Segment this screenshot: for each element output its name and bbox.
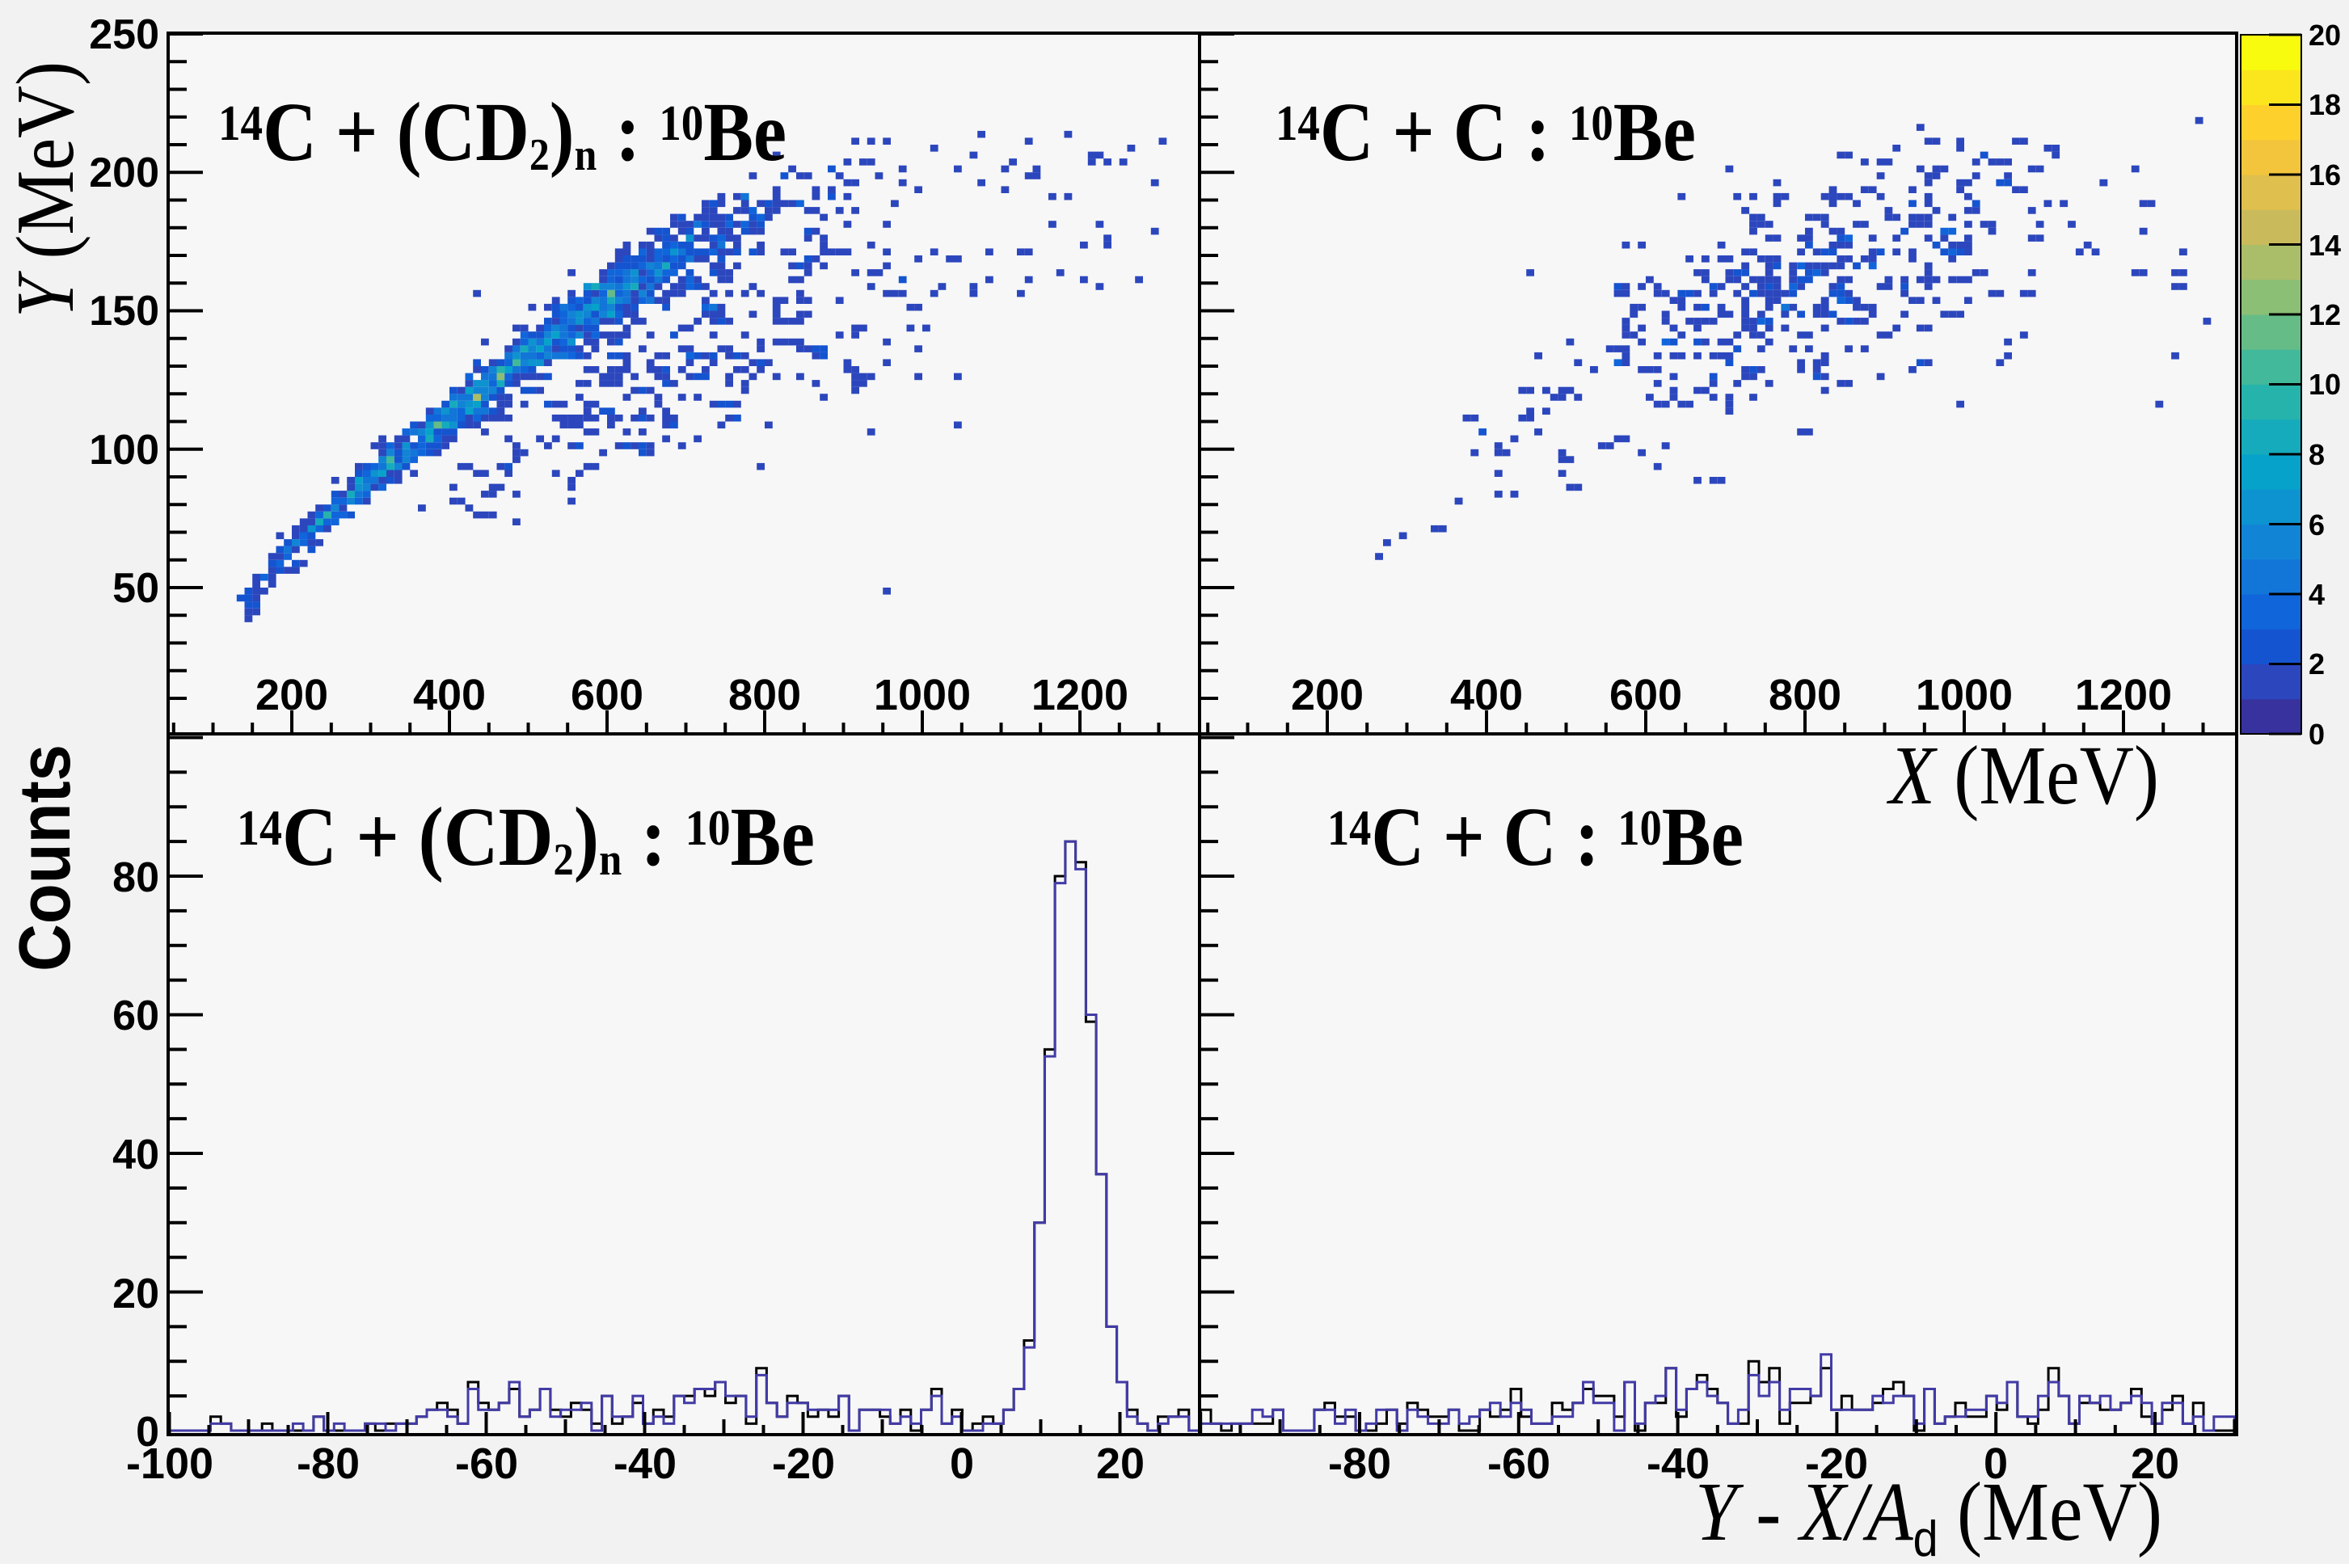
svg-text:200: 200: [1291, 671, 1364, 719]
svg-text:0: 0: [2309, 718, 2325, 751]
svg-text:-40: -40: [614, 1439, 677, 1488]
svg-text:12: 12: [2309, 298, 2341, 331]
svg-text:2: 2: [2309, 647, 2325, 681]
svg-text:4: 4: [2309, 578, 2325, 611]
svg-text:600: 600: [1609, 671, 1682, 719]
svg-text:Y (MeV): Y (MeV): [0, 61, 91, 318]
svg-text:14C + C : 10Be: 14C + C : 10Be: [1327, 790, 1744, 883]
svg-text:14C + (CD2)n : 10Be: 14C + (CD2)n : 10Be: [237, 790, 815, 885]
svg-text:60: 60: [112, 993, 159, 1039]
svg-text:Counts: Counts: [5, 744, 86, 972]
svg-text:10: 10: [2309, 368, 2341, 401]
svg-text:800: 800: [1769, 671, 1841, 719]
svg-text:Y - X/Ad (MeV): Y - X/Ad (MeV): [1695, 1465, 2162, 1564]
svg-text:200: 200: [89, 150, 159, 196]
svg-text:200: 200: [255, 671, 328, 719]
svg-text:800: 800: [728, 671, 801, 719]
svg-text:-20: -20: [772, 1439, 835, 1488]
svg-text:0: 0: [136, 1409, 159, 1456]
svg-text:-100: -100: [126, 1439, 213, 1488]
svg-text:20: 20: [2131, 1439, 2179, 1488]
svg-text:400: 400: [413, 671, 486, 719]
svg-text:20: 20: [2309, 19, 2341, 52]
svg-text:-60: -60: [1487, 1439, 1550, 1488]
svg-text:250: 250: [89, 11, 159, 58]
svg-text:14C + C : 10Be: 14C + C : 10Be: [1276, 86, 1696, 179]
svg-text:0: 0: [1984, 1439, 2008, 1488]
svg-text:150: 150: [89, 288, 159, 335]
svg-text:-40: -40: [1647, 1439, 1710, 1488]
svg-text:-80: -80: [1328, 1439, 1391, 1488]
svg-text:X (MeV): X (MeV): [1886, 729, 2159, 822]
svg-text:1000: 1000: [1916, 671, 2013, 719]
svg-text:100: 100: [89, 427, 159, 474]
svg-text:0: 0: [950, 1439, 974, 1488]
svg-text:1200: 1200: [1031, 671, 1128, 719]
svg-text:50: 50: [112, 565, 159, 612]
svg-text:20: 20: [112, 1271, 159, 1317]
svg-text:600: 600: [571, 671, 643, 719]
svg-text:80: 80: [112, 854, 159, 901]
svg-text:8: 8: [2309, 438, 2325, 471]
svg-text:6: 6: [2309, 508, 2325, 542]
svg-text:1200: 1200: [2075, 671, 2172, 719]
svg-text:14C + (CD2)n : 10Be: 14C + (CD2)n : 10Be: [218, 86, 787, 180]
svg-text:18: 18: [2309, 88, 2341, 121]
svg-text:40: 40: [112, 1132, 159, 1178]
svg-text:14: 14: [2309, 229, 2341, 262]
svg-text:-60: -60: [455, 1439, 518, 1488]
svg-text:16: 16: [2309, 158, 2341, 192]
svg-text:1000: 1000: [874, 671, 971, 719]
svg-text:-80: -80: [297, 1439, 360, 1488]
svg-text:400: 400: [1450, 671, 1523, 719]
svg-text:20: 20: [1096, 1439, 1145, 1488]
svg-text:-20: -20: [1805, 1439, 1868, 1488]
